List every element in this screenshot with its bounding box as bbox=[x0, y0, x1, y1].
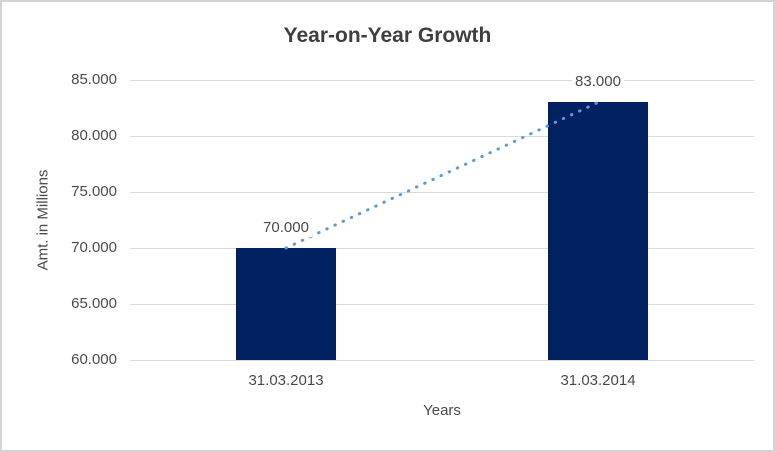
bar-31.03.2014 bbox=[548, 102, 648, 360]
data-label: 83.000 bbox=[572, 73, 624, 92]
x-tick-label: 31.03.2014 bbox=[560, 372, 636, 389]
gridline bbox=[130, 248, 754, 249]
y-tick-label: 80.000 bbox=[71, 127, 117, 144]
x-tick-label: 31.03.2013 bbox=[248, 372, 324, 389]
y-tick-label: 75.000 bbox=[71, 183, 117, 200]
y-tick-label: 70.000 bbox=[71, 239, 117, 256]
x-axis-line bbox=[130, 360, 754, 361]
plot-area: 70.000 83.000 bbox=[130, 73, 754, 361]
gridline bbox=[130, 304, 754, 305]
y-tick-label: 85.000 bbox=[71, 71, 117, 88]
x-axis-title: Years bbox=[423, 402, 461, 419]
trend-line bbox=[284, 100, 600, 250]
gridline bbox=[130, 136, 754, 137]
y-tick-label: 65.000 bbox=[71, 295, 117, 312]
data-label: 70.000 bbox=[260, 219, 312, 237]
gridline bbox=[130, 192, 754, 193]
gridline bbox=[130, 80, 754, 81]
y-tick-label: 60.000 bbox=[71, 351, 117, 368]
bar-31.03.2013 bbox=[236, 248, 336, 360]
chart-title: Year-on-Year Growth bbox=[283, 24, 492, 47]
